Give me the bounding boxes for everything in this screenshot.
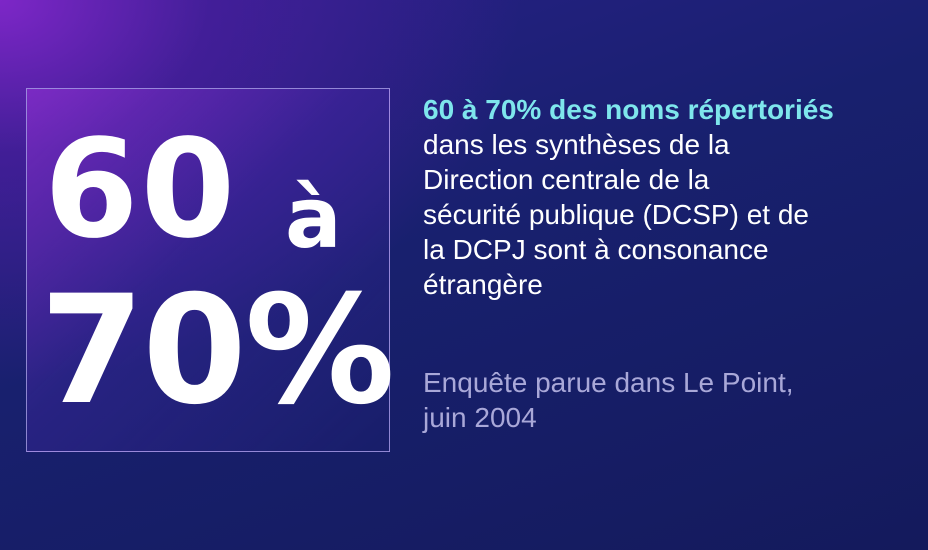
statement-line: la DCPJ sont à consonance (423, 234, 769, 265)
stat-connector: à (285, 169, 342, 267)
statement-line: étrangère (423, 269, 543, 300)
stat-number-bottom: 70% (40, 264, 395, 438)
statement-line: dans les synthèses de la (423, 129, 730, 160)
stat-box-frame (26, 88, 390, 452)
statement-headline: 60 à 70% des noms répertoriés (423, 94, 834, 125)
source-line: Enquête parue dans Le Point, (423, 367, 794, 398)
source-citation: Enquête parue dans Le Point, juin 2004 (423, 365, 913, 435)
source-line: juin 2004 (423, 402, 537, 433)
statement-text: 60 à 70% des noms répertoriés dans les s… (423, 92, 913, 302)
statement-line: sécurité publique (DCSP) et de (423, 199, 809, 230)
statement-line: Direction centrale de la (423, 164, 710, 195)
stat-number-top: 60 (44, 111, 238, 269)
